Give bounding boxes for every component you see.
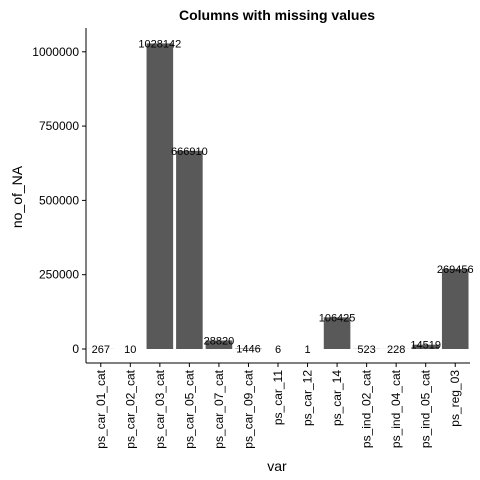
- y-tick-label: 750000: [39, 119, 79, 133]
- data-label: 106425: [319, 312, 356, 324]
- x-tick-label: ps_ind_05_cat: [419, 369, 433, 448]
- bar: [441, 268, 469, 349]
- bar: [412, 344, 439, 349]
- data-label: 267: [92, 344, 110, 356]
- data-label: 28820: [204, 335, 235, 347]
- y-tick-label: 500000: [39, 193, 79, 207]
- y-axis-label: no_of_NA: [9, 165, 25, 228]
- y-tick-label: 1000000: [32, 45, 79, 59]
- x-tick-label: ps_car_09_cat: [241, 369, 255, 448]
- data-label: 666910: [171, 146, 208, 158]
- data-label: 1: [304, 344, 310, 356]
- y-axis: 0 250000 500000 750000 1000000: [32, 28, 87, 363]
- bar: [146, 43, 174, 349]
- y-tick-label: 0: [72, 342, 79, 356]
- y-tick-label: 250000: [39, 268, 79, 282]
- x-axis-label: var: [267, 458, 287, 474]
- x-tick-label: ps_car_07_cat: [212, 369, 226, 448]
- bar: [176, 150, 203, 349]
- x-tick-label: ps_car_03_cat: [153, 369, 167, 448]
- x-tick-label: ps_car_02_cat: [123, 369, 137, 448]
- chart-title: Columns with missing values: [179, 7, 375, 23]
- x-tick-label: ps_car_11: [271, 370, 285, 425]
- bar: [205, 340, 233, 349]
- x-axis: ps_car_01_cat ps_car_02_cat ps_car_03_cat p…: [86, 362, 470, 449]
- x-tick-label: ps_reg_03: [448, 370, 462, 427]
- data-label: 523: [357, 344, 375, 356]
- x-tick-label: ps_car_01_cat: [94, 369, 108, 448]
- x-tick-label: ps_car_12: [301, 370, 315, 426]
- x-tick-label: ps_car_05_cat: [182, 369, 196, 448]
- data-label: 269456: [437, 264, 474, 276]
- bars-group: [87, 43, 469, 349]
- x-tick-label: ps_ind_04_cat: [389, 369, 403, 448]
- data-label: 10: [124, 344, 136, 356]
- data-label: 1028142: [138, 38, 181, 50]
- x-tick-label: ps_ind_02_cat: [360, 369, 374, 448]
- x-tick-label: ps_car_14: [330, 370, 344, 426]
- bar: [323, 317, 351, 349]
- data-label: 14519: [410, 340, 441, 352]
- data-label: 6: [275, 344, 281, 356]
- data-label: 228: [387, 344, 405, 356]
- data-label: 1446: [236, 344, 260, 356]
